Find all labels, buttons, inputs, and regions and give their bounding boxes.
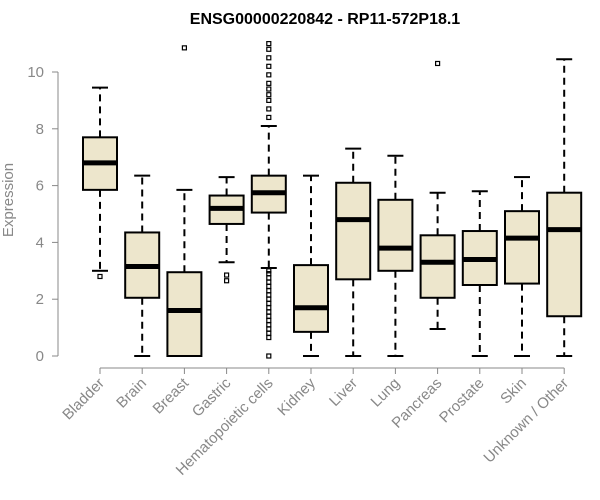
- outlier-point: [266, 268, 272, 274]
- outlier-point: [224, 278, 230, 284]
- y-tick-label: 8: [36, 121, 44, 138]
- outlier-point: [266, 80, 272, 86]
- outlier-point: [266, 326, 272, 332]
- outlier-point: [266, 296, 272, 302]
- x-tick-label: Kidney: [274, 374, 319, 419]
- x-tick-label: Lung: [368, 375, 404, 411]
- outlier-point: [266, 106, 272, 112]
- outlier-point: [266, 275, 272, 281]
- box-brain: [124, 174, 161, 357]
- outlier-point: [266, 86, 272, 92]
- outlier-point: [266, 40, 272, 47]
- box-kidney: [293, 174, 329, 357]
- iqr-box: [293, 264, 329, 333]
- y-tick-label: 2: [36, 291, 44, 308]
- box-unknown-other: [546, 58, 583, 357]
- chart-title: ENSG00000220842 - RP11-572P18.1: [190, 11, 461, 28]
- outlier-point: [266, 309, 272, 315]
- outlier-point: [266, 334, 272, 341]
- iqr-box: [419, 234, 456, 299]
- x-tick-label: Breast: [150, 374, 193, 417]
- outlier-point: [266, 283, 272, 290]
- y-axis-label: Expression: [0, 163, 17, 237]
- outlier-point: [181, 45, 187, 51]
- outlier-point: [266, 97, 272, 104]
- outlier-point: [97, 273, 103, 280]
- outlier-point: [266, 300, 272, 307]
- box-gastric: [208, 176, 245, 284]
- outlier-point: [266, 317, 272, 324]
- outlier-point: [435, 60, 441, 67]
- box-bladder: [82, 86, 118, 280]
- outlier-point: [266, 330, 272, 336]
- box-pancreas: [419, 60, 456, 331]
- outlier-point: [266, 279, 272, 285]
- x-tick-label: Bladder: [59, 375, 108, 424]
- outlier-point: [266, 313, 272, 319]
- iqr-box: [546, 191, 583, 318]
- outlier-point: [266, 353, 272, 359]
- box-skin: [504, 176, 540, 357]
- outlier-point: [266, 72, 272, 78]
- y-tick-label: 10: [27, 64, 44, 81]
- outlier-point: [266, 305, 272, 311]
- outlier-point: [266, 322, 272, 328]
- outlier-point: [224, 272, 230, 278]
- x-tick-label: Brain: [113, 375, 150, 412]
- box-liver: [335, 147, 372, 357]
- boxes-group: [82, 40, 583, 359]
- box-breast: [166, 45, 203, 357]
- y-tick-label: 4: [36, 234, 44, 251]
- box-hematopoietic-cells: [250, 40, 287, 359]
- y-tick-label: 6: [36, 178, 44, 195]
- iqr-box: [166, 271, 203, 357]
- outlier-point: [266, 46, 272, 52]
- outlier-point: [266, 292, 272, 298]
- outlier-point: [266, 63, 272, 69]
- outlier-point: [266, 288, 272, 294]
- outlier-point: [266, 92, 272, 98]
- x-tick-label: Prostate: [436, 375, 488, 427]
- outlier-point: [266, 55, 272, 61]
- box-prostate: [461, 190, 498, 357]
- y-tick-label: 0: [36, 348, 44, 365]
- box-lung: [377, 154, 414, 357]
- x-tick-label: Skin: [497, 375, 530, 408]
- iqr-box: [335, 181, 372, 281]
- iqr-box: [504, 210, 540, 285]
- outlier-point: [266, 271, 272, 277]
- y-axis: 0 2 4 6 8 10: [27, 64, 59, 365]
- outlier-point: [266, 114, 272, 121]
- x-tick-label: Liver: [326, 375, 361, 410]
- iqr-box: [377, 198, 414, 272]
